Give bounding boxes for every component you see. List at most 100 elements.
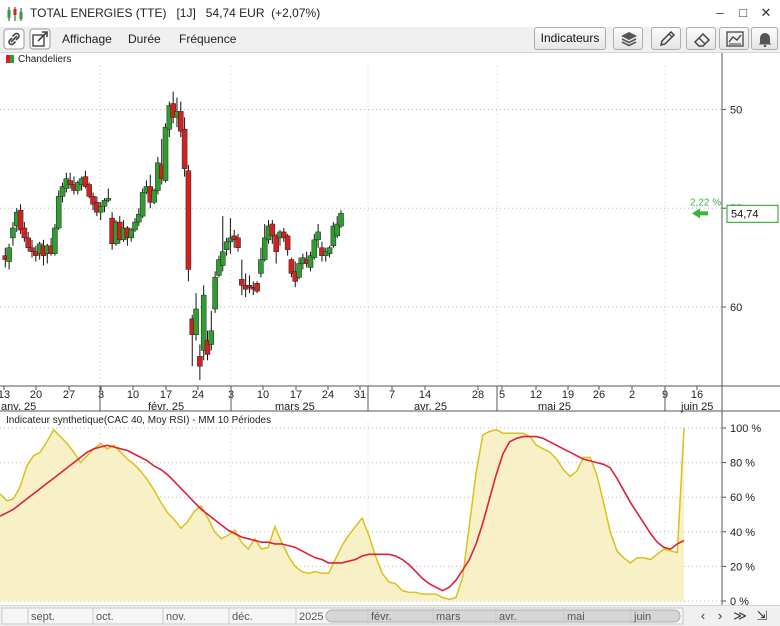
indicator-axis: 100 %80 %60 %40 %20 %0 % [722, 423, 761, 608]
candle-up [105, 198, 112, 201]
time-axis: 13202731017243101724317142851219262916an… [0, 385, 780, 413]
candle-up [296, 263, 302, 278]
time-tick-label: 26 [593, 389, 605, 401]
scroll-month-label: oct. [96, 611, 114, 623]
legend-swatch-up [10, 55, 14, 63]
time-tick-label: 14 [419, 389, 431, 401]
candle-down [67, 180, 73, 185]
scrollbar-thumb[interactable] [325, 609, 681, 623]
candle-down [246, 285, 253, 288]
title-bar: TOTAL ENERGIES (TTE) [1J] 54,74 EUR (+2,… [0, 0, 780, 28]
close-button[interactable]: ✕ [760, 5, 772, 20]
price-tick-label: 60 [730, 302, 742, 314]
candle-down [204, 340, 211, 355]
indicator-series [0, 427, 685, 601]
layers-button[interactable] [613, 27, 643, 50]
chart-area[interactable]: 6055502,22 %54,74 1320273101724310172431… [0, 53, 780, 625]
time-tick-label: 2 [629, 389, 635, 401]
time-tick-label: 27 [63, 389, 75, 401]
scroll-month-label: mai [567, 611, 585, 623]
scroll-month-label: févr. [371, 611, 392, 623]
scroll-month-label: juin [633, 611, 651, 623]
candle-up [326, 247, 333, 254]
menu-affichage[interactable]: Affichage [62, 32, 112, 46]
candle-up [258, 259, 264, 274]
month-label: mai 25 [538, 401, 571, 413]
candle-up [139, 192, 146, 217]
candle-up [212, 277, 218, 310]
time-tick-label: 10 [127, 389, 139, 401]
alert-button[interactable] [751, 27, 778, 50]
menu-frequence[interactable]: Fréquence [179, 32, 237, 46]
chart-style-icon [726, 31, 744, 47]
candle-up [261, 237, 268, 260]
candle-down [29, 247, 35, 252]
time-tick-label: 13 [0, 389, 10, 401]
scroll-month-label: sept. [31, 611, 55, 623]
candle-up [208, 330, 215, 345]
erase-button[interactable] [686, 27, 716, 50]
scroll-months: sept. oct. nov. déc. 2025 févr. mars avr. mai jui… [27, 608, 651, 624]
candle-down [269, 223, 276, 237]
scroll-end-button[interactable]: ≫ [733, 608, 747, 623]
month-label: mars 25 [275, 401, 315, 413]
candle-up [132, 221, 138, 231]
candle-down [90, 196, 96, 205]
candle-down [284, 235, 291, 250]
scroll-right-button[interactable]: › [717, 608, 723, 623]
scroll-month-label: avr. [499, 611, 517, 623]
candle-down [82, 176, 89, 187]
legend-swatch-down [6, 55, 10, 63]
time-tick-label: 24 [322, 389, 334, 401]
candle-up [223, 241, 230, 250]
scroll-month-label: déc. [232, 611, 253, 623]
price-tick-label: 50 [730, 104, 742, 116]
candle-down [178, 111, 184, 132]
last-price-label: 54,74 [731, 208, 759, 220]
candle-down [239, 279, 245, 286]
toolbar: Affichage Durée Fréquence Indicateurs [0, 27, 780, 53]
candle-down [273, 235, 279, 252]
resize-grip-icon[interactable]: ⇲ [756, 608, 768, 623]
indicator-tick-label: 40 % [730, 527, 755, 539]
price-grid [0, 66, 722, 386]
time-tick-label: 16 [691, 389, 703, 401]
candle-down [21, 227, 28, 239]
candle-up [193, 308, 199, 335]
time-tick-label: 24 [192, 389, 204, 401]
candle-up [10, 227, 16, 239]
maximize-button[interactable]: □ [739, 5, 747, 20]
minimize-button[interactable]: – [716, 5, 724, 20]
candle-down [281, 231, 287, 239]
candle-up [311, 239, 318, 258]
scroll-left-button[interactable]: ‹ [700, 608, 706, 623]
time-tick-label: 31 [354, 389, 366, 401]
time-tick-label: 17 [290, 389, 302, 401]
candle-up [216, 259, 222, 276]
export-icon[interactable] [29, 28, 51, 50]
candle-up [101, 200, 108, 207]
draw-button[interactable] [651, 27, 681, 50]
bell-icon [758, 33, 772, 47]
time-scrollbar[interactable]: sept. oct. nov. déc. 2025 févr. mars avr. mai jui… [0, 605, 780, 626]
indicator-area [0, 428, 684, 601]
chart-style-button[interactable] [719, 27, 749, 50]
time-tick-label: 17 [160, 389, 172, 401]
candle-down [17, 209, 24, 231]
layers-icon [621, 32, 637, 47]
candle-up [128, 229, 134, 239]
indicators-button[interactable]: Indicateurs [534, 27, 606, 50]
month-label: avr. 25 [414, 401, 447, 413]
menu-duree[interactable]: Durée [128, 32, 161, 46]
change-label: 2,22 % [690, 197, 721, 208]
time-tick-label: 28 [472, 389, 484, 401]
candle-up [200, 294, 207, 351]
link-icon[interactable] [3, 28, 25, 50]
time-tick-label: 7 [389, 389, 395, 401]
candle-up [97, 205, 104, 213]
month-label: juin 25 [680, 401, 713, 413]
legend-label: Chandeliers [18, 54, 72, 65]
candle-down [170, 103, 176, 118]
indicator-tick-label: 60 % [730, 492, 755, 504]
candle-down [288, 259, 295, 274]
